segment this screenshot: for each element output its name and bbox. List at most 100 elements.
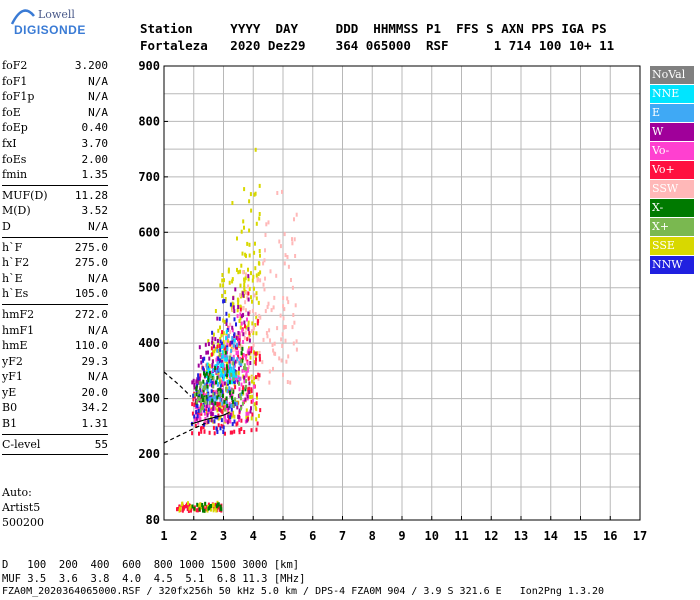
ionogram-echo bbox=[248, 351, 251, 356]
ionogram-echo bbox=[216, 338, 219, 343]
legend-item-vo: Vo+ bbox=[650, 161, 694, 179]
ionogram-echo bbox=[232, 296, 235, 301]
ionogram-echo bbox=[248, 386, 251, 391]
ionogram-echo bbox=[254, 361, 257, 366]
ionogram-echo bbox=[239, 356, 242, 361]
ionogram-echo bbox=[248, 390, 251, 395]
ionogram-echo bbox=[197, 503, 200, 508]
ionogram-echo bbox=[216, 408, 219, 413]
logo-lowell: Lowell bbox=[38, 8, 75, 21]
ionogram-echo bbox=[232, 361, 235, 366]
ionogram-echo bbox=[253, 402, 256, 407]
ionogram-echo bbox=[223, 401, 226, 406]
ionogram-echo bbox=[225, 339, 227, 343]
ionogram-echo bbox=[221, 350, 224, 355]
ionogram-echo bbox=[196, 406, 199, 411]
ionogram-echo bbox=[230, 407, 233, 412]
ionogram-echo bbox=[258, 249, 261, 253]
legend-item-e: E bbox=[650, 104, 694, 122]
ionogram-echo bbox=[226, 339, 229, 344]
ionogram-echo bbox=[219, 336, 222, 341]
ionogram-echo bbox=[200, 394, 203, 399]
ionogram-echo bbox=[206, 384, 209, 389]
ionogram-echo bbox=[262, 282, 265, 287]
ionogram-echo bbox=[206, 413, 209, 418]
ionogram-echo bbox=[237, 270, 240, 275]
ionogram-echo bbox=[202, 379, 205, 384]
ionogram-echo bbox=[212, 503, 215, 508]
ionogram-echo bbox=[215, 426, 218, 431]
ionogram-echo bbox=[230, 366, 233, 371]
param-row-md: M(D) 3.52 bbox=[2, 203, 108, 219]
ionogram-echo bbox=[291, 325, 294, 330]
x-tick-label: 9 bbox=[398, 529, 405, 543]
ionogram-echo bbox=[249, 361, 252, 365]
ionogram-echo bbox=[206, 393, 209, 398]
ionogram-echo bbox=[188, 506, 191, 511]
ionogram-echo bbox=[250, 295, 252, 300]
ionogram-echo bbox=[240, 392, 243, 397]
ionogram-echo bbox=[282, 316, 285, 321]
ionogram-echo bbox=[221, 293, 224, 298]
ionogram-echo bbox=[221, 359, 223, 364]
ionogram-echo bbox=[216, 401, 219, 406]
ionogram-echo bbox=[207, 375, 210, 380]
ionogram-echo bbox=[246, 337, 249, 342]
ionogram-echo bbox=[243, 320, 246, 325]
file-footer: FZA0M_2020364065000.RSF / 320fx256h 50 k… bbox=[2, 586, 605, 597]
ionogram-echo bbox=[247, 267, 249, 272]
ionogram-echo bbox=[216, 348, 219, 353]
ionogram-echo bbox=[240, 362, 243, 366]
param-value: 110.0 bbox=[74, 339, 108, 353]
ionogram-echo bbox=[258, 212, 261, 216]
ionogram-echo bbox=[237, 305, 240, 309]
ionogram-echo bbox=[200, 391, 203, 396]
autoscaling-info: Auto: Artist5 500200 bbox=[2, 485, 44, 530]
ionogram-echo bbox=[229, 355, 232, 360]
ionogram-echo bbox=[255, 375, 257, 380]
ionogram-echo bbox=[212, 425, 215, 430]
param-separator bbox=[2, 303, 108, 305]
ionogram-echo bbox=[210, 504, 212, 508]
ionogram-echo bbox=[241, 251, 244, 256]
ionogram-echo bbox=[183, 505, 186, 509]
ionogram-echo bbox=[222, 425, 225, 430]
ionogram-echo bbox=[243, 225, 245, 230]
x-tick-label: 16 bbox=[603, 529, 617, 543]
param-value: 3.70 bbox=[81, 136, 109, 150]
ionogram-echo bbox=[231, 373, 234, 377]
ionogram-echo bbox=[199, 502, 202, 507]
ionogram-echo bbox=[203, 386, 205, 391]
ionogram-echo bbox=[193, 402, 196, 407]
ionogram-echo bbox=[226, 403, 229, 408]
ionogram-echo bbox=[268, 380, 271, 385]
ionogram-echo bbox=[198, 414, 201, 419]
y-tick-label: 80 bbox=[146, 513, 160, 527]
param-value: 3.200 bbox=[74, 59, 108, 72]
legend-item-sse: SSE bbox=[650, 237, 694, 255]
ionogram-echo bbox=[224, 407, 227, 412]
ionogram-echo bbox=[207, 339, 210, 344]
param-value: 105.0 bbox=[74, 287, 108, 301]
param-key: h`E bbox=[2, 271, 23, 285]
ionogram-echo bbox=[204, 342, 207, 347]
ionogram-echo bbox=[224, 350, 227, 355]
y-tick-labels: 80 200 300 400 500 600 700 800 900 bbox=[138, 59, 160, 527]
ionogram-echo bbox=[198, 389, 201, 394]
ionogram-echo bbox=[222, 377, 225, 382]
ionogram-echo bbox=[197, 411, 200, 416]
ionogram-echo bbox=[199, 355, 202, 359]
ionogram-echo bbox=[246, 361, 249, 366]
ionogram-echo bbox=[237, 415, 240, 419]
ionogram-echo bbox=[247, 277, 250, 282]
ionogram-echo bbox=[254, 266, 257, 271]
ionogram-echo bbox=[252, 331, 255, 335]
x-tick-label: 12 bbox=[484, 529, 498, 543]
ionogram-echo bbox=[213, 344, 215, 349]
ionogram-echo bbox=[187, 501, 189, 506]
ionogram-echo bbox=[262, 337, 265, 342]
ionogram-echo bbox=[247, 311, 250, 316]
ionogram-echo bbox=[226, 420, 229, 425]
legend-item-x: X+ bbox=[650, 218, 694, 236]
ionogram-echo bbox=[185, 502, 188, 507]
